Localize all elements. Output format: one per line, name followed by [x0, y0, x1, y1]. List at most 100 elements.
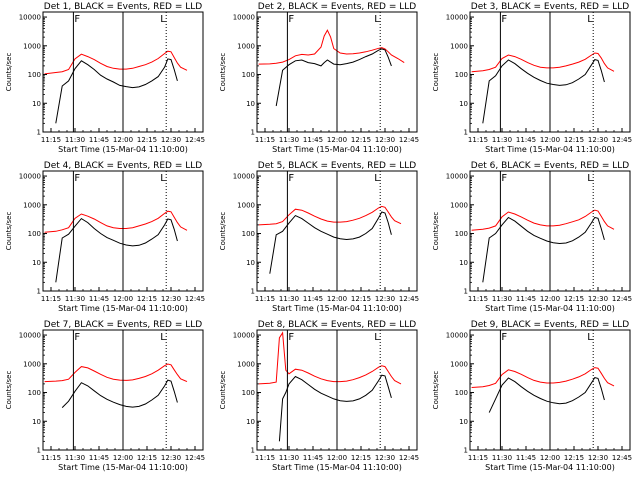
x-tick-label: 12:45	[612, 454, 632, 462]
y-tick-label: 1000	[450, 42, 468, 50]
x-tick-label: 11:30	[279, 136, 299, 144]
x-tick-label: 11:15	[41, 295, 61, 303]
marker-label-f: F	[501, 332, 507, 343]
y-tick-label: 10	[246, 418, 255, 426]
marker-label-l: L	[587, 173, 593, 184]
y-tick-label: 10000	[19, 14, 41, 22]
x-tick-label: 11:30	[492, 454, 512, 462]
x-tick-label: 11:45	[89, 136, 109, 144]
y-tick-label: 1	[37, 447, 41, 455]
panel-det-3: Det 3, BLACK = Events, RED = LLD F L 1 10 100…	[432, 2, 632, 154]
x-tick-label: 12:15	[137, 295, 157, 303]
x-tick-label: 12:15	[564, 136, 584, 144]
x-axis-label: Start Time (15-Mar-04 11:10:00)	[485, 145, 615, 154]
marker-label-l: L	[374, 173, 380, 184]
y-tick-label: 1	[37, 129, 41, 137]
x-tick-label: 12:45	[612, 295, 632, 303]
series-lld-line	[258, 205, 402, 226]
y-tick-label: 1	[464, 288, 468, 296]
panel-det-5: Det 5, BLACK = Events, RED = LLD F L 1 10 100…	[219, 161, 419, 313]
y-tick-label: 10000	[233, 14, 255, 22]
y-tick-label: 1	[464, 447, 468, 455]
x-tick-label: 11:30	[65, 295, 85, 303]
y-axis-label: Counts/sec	[219, 212, 227, 251]
y-tick-label: 1000	[237, 360, 255, 368]
x-tick-label: 12:45	[399, 136, 419, 144]
panel-title: Det 3, BLACK = Events, RED = LLD	[471, 2, 630, 12]
y-tick-label: 100	[455, 230, 468, 238]
y-tick-label: 10	[32, 259, 41, 267]
marker-label-f: F	[74, 332, 80, 343]
panel-title: Det 1, BLACK = Events, RED = LLD	[44, 2, 203, 12]
x-tick-label: 12:15	[351, 295, 371, 303]
x-axis-label: Start Time (15-Mar-04 11:10:00)	[58, 463, 188, 472]
y-tick-label: 1000	[450, 201, 468, 209]
y-tick-label: 100	[28, 389, 41, 397]
y-tick-label: 10	[459, 259, 468, 267]
panel-title: Det 8, BLACK = Events, RED = LLD	[258, 320, 417, 330]
x-tick-label: 11:30	[492, 295, 512, 303]
series-lld-line	[44, 363, 188, 383]
x-tick-label: 11:45	[89, 295, 109, 303]
x-tick-label: 11:30	[279, 295, 299, 303]
x-tick-label: 12:15	[137, 454, 157, 462]
x-tick-label: 12:45	[185, 454, 205, 462]
x-tick-label: 12:45	[612, 136, 632, 144]
series-lld-line	[471, 367, 615, 388]
x-tick-label: 12:15	[564, 454, 584, 462]
x-tick-label: 11:45	[89, 454, 109, 462]
x-axis-label: Start Time (15-Mar-04 11:10:00)	[485, 304, 615, 313]
series-lld-line	[471, 209, 615, 231]
marker-label-f: F	[74, 14, 80, 25]
series-lld-line	[258, 331, 402, 385]
y-tick-label: 1	[251, 447, 255, 455]
x-tick-label: 12:30	[161, 295, 181, 303]
x-tick-label: 12:00	[327, 295, 347, 303]
marker-label-f: F	[288, 173, 294, 184]
marker-label-l: L	[587, 14, 593, 25]
x-axis-label: Start Time (15-Mar-04 11:10:00)	[272, 463, 402, 472]
marker-label-f: F	[501, 14, 507, 25]
x-tick-label: 11:45	[516, 136, 536, 144]
x-tick-label: 12:30	[375, 136, 395, 144]
x-tick-label: 11:30	[279, 454, 299, 462]
x-tick-label: 12:45	[399, 295, 419, 303]
panel-det-7: Det 7, BLACK = Events, RED = LLD F L 1 10 100…	[5, 320, 205, 472]
panel-title: Det 6, BLACK = Events, RED = LLD	[471, 161, 630, 171]
series-lld-line	[258, 29, 405, 65]
x-tick-label: 11:45	[303, 454, 323, 462]
panel-det-6: Det 6, BLACK = Events, RED = LLD F L 1 10 100…	[432, 161, 632, 313]
x-tick-label: 11:30	[492, 136, 512, 144]
x-tick-label: 12:30	[161, 454, 181, 462]
y-tick-label: 1	[37, 288, 41, 296]
y-tick-label: 10	[459, 418, 468, 426]
y-axis-label: Counts/sec	[219, 53, 227, 92]
x-tick-label: 11:30	[65, 454, 85, 462]
series-lld-line	[44, 50, 188, 75]
y-tick-label: 10000	[233, 173, 255, 181]
x-tick-label: 11:15	[255, 136, 275, 144]
x-tick-label: 12:45	[399, 454, 419, 462]
panel-title: Det 2, BLACK = Events, RED = LLD	[258, 2, 417, 12]
series-events-line	[488, 377, 605, 413]
y-tick-label: 100	[242, 230, 255, 238]
x-tick-label: 12:45	[185, 295, 205, 303]
x-tick-label: 12:30	[375, 295, 395, 303]
x-tick-label: 11:45	[303, 136, 323, 144]
y-tick-label: 10	[32, 100, 41, 108]
y-axis-label: Counts/sec	[5, 371, 13, 410]
x-tick-label: 12:00	[540, 295, 560, 303]
marker-label-f: F	[288, 332, 294, 343]
series-events-line	[61, 379, 178, 408]
panel-title: Det 7, BLACK = Events, RED = LLD	[44, 320, 203, 330]
panel-det-9: Det 9, BLACK = Events, RED = LLD F L 1 10 100…	[432, 320, 632, 472]
y-tick-label: 100	[455, 71, 468, 79]
y-tick-label: 10	[459, 100, 468, 108]
x-tick-label: 12:00	[540, 136, 560, 144]
y-axis-label: Counts/sec	[5, 53, 13, 92]
marker-label-l: L	[160, 14, 166, 25]
x-axis-label: Start Time (15-Mar-04 11:10:00)	[58, 145, 188, 154]
x-tick-label: 11:15	[255, 295, 275, 303]
